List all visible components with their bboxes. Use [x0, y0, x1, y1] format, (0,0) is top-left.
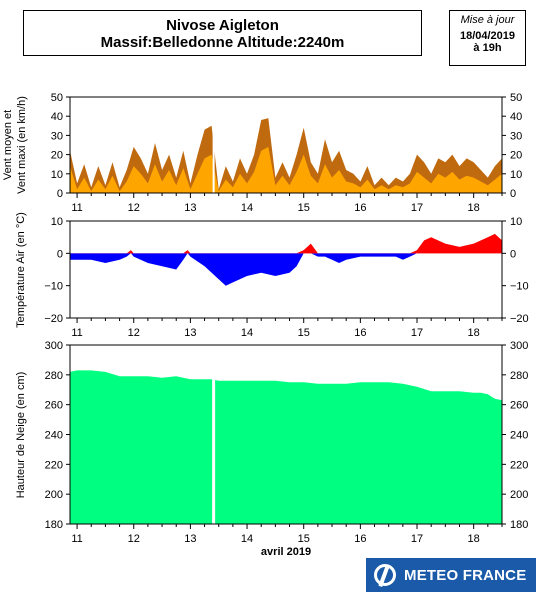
y-tick-label: 0	[510, 248, 516, 260]
x-tick-label: 15	[298, 202, 310, 214]
y-tick-label: 20	[51, 150, 63, 162]
y-tick-label: 280	[45, 370, 63, 382]
wind-ylabel-line1: Vent moyen et	[2, 110, 14, 180]
x-tick-label: 12	[128, 327, 140, 339]
y-tick-label: 180	[45, 519, 63, 531]
x-tick-label: 13	[184, 327, 196, 339]
x-tick-label: 18	[468, 327, 480, 339]
y-tick-label: −20	[44, 313, 63, 325]
plot-frame	[69, 220, 503, 319]
snow-depth-area	[70, 370, 502, 524]
y-tick-label: 10	[51, 216, 63, 228]
y-tick-label: 300	[45, 340, 63, 352]
y-tick-label: 280	[510, 370, 528, 382]
x-tick-label: 15	[298, 327, 310, 339]
logo-text: METEO FRANCE	[404, 566, 527, 584]
x-tick-label: 16	[354, 202, 366, 214]
y-tick-label: 10	[51, 169, 63, 181]
y-tick-label: 50	[510, 92, 522, 104]
y-tick-label: 0	[57, 248, 63, 260]
x-tick-label: 17	[411, 533, 423, 545]
meteo-france-logo-icon	[374, 564, 396, 586]
y-tick-label: 10	[510, 169, 522, 181]
y-tick-label: −20	[510, 313, 529, 325]
y-tick-label: 0	[510, 188, 516, 200]
x-tick-label: 11	[71, 202, 82, 214]
title-box: Nivose Aigleton Massif:Belledonne Altitu…	[23, 10, 422, 56]
y-tick-label: 220	[510, 459, 528, 471]
x-axis-label: avril 2019	[261, 546, 311, 558]
station-subtitle: Massif:Belledonne Altitude:2240m	[100, 34, 345, 51]
temp-ylabel: Température Air (en °C)	[15, 212, 27, 328]
y-tick-label: 30	[510, 130, 522, 142]
y-tick-label: 10	[510, 216, 522, 228]
y-tick-label: 240	[45, 430, 63, 442]
x-tick-label: 15	[298, 533, 310, 545]
x-tick-label: 18	[468, 202, 480, 214]
plot-frame	[69, 96, 503, 194]
y-tick-label: 260	[510, 400, 528, 412]
y-tick-label: 200	[510, 489, 528, 501]
station-name: Nivose Aigleton	[166, 17, 279, 34]
wind-mean-area	[70, 146, 502, 193]
x-tick-label: 18	[468, 533, 480, 545]
y-tick-label: 260	[45, 400, 63, 412]
y-tick-label: 40	[51, 111, 63, 123]
x-tick-label: 14	[241, 327, 253, 339]
y-tick-label: 20	[510, 150, 522, 162]
y-tick-label: 300	[510, 340, 528, 352]
update-time: à 19h	[473, 42, 502, 54]
y-tick-label: 240	[510, 430, 528, 442]
x-tick-label: 17	[411, 327, 423, 339]
y-tick-label: −10	[44, 281, 63, 293]
x-tick-label: 11	[71, 533, 82, 545]
temperature-positive-area	[70, 233, 502, 254]
x-tick-label: 13	[184, 533, 196, 545]
wind-ylabel-line2: Vent maxi (en km/h)	[16, 96, 28, 194]
x-tick-label: 16	[354, 327, 366, 339]
y-tick-label: 50	[51, 92, 63, 104]
y-tick-label: 0	[57, 188, 63, 200]
y-tick-label: 220	[45, 459, 63, 471]
x-tick-label: 12	[128, 533, 140, 545]
update-label: Mise à jour	[460, 14, 515, 26]
x-tick-label: 14	[241, 533, 253, 545]
x-tick-label: 12	[128, 202, 140, 214]
y-tick-label: 30	[51, 130, 63, 142]
temperature-negative-area	[70, 253, 502, 286]
y-tick-label: −10	[510, 281, 529, 293]
x-tick-label: 16	[354, 533, 366, 545]
update-date: 18/04/2019	[459, 30, 516, 42]
y-tick-label: 40	[510, 111, 522, 123]
x-tick-label: 14	[241, 202, 253, 214]
update-box: Mise à jour 18/04/2019 à 19h	[449, 10, 526, 66]
x-tick-label: 11	[71, 327, 82, 339]
x-tick-label: 13	[184, 202, 196, 214]
x-tick-label: 17	[411, 202, 423, 214]
snow-ylabel: Hauteur de Neige (en cm)	[15, 372, 27, 499]
meteo-france-logo: METEO FRANCE	[366, 558, 536, 592]
y-tick-label: 180	[510, 519, 528, 531]
y-tick-label: 200	[45, 489, 63, 501]
wind-max-area	[70, 118, 502, 193]
